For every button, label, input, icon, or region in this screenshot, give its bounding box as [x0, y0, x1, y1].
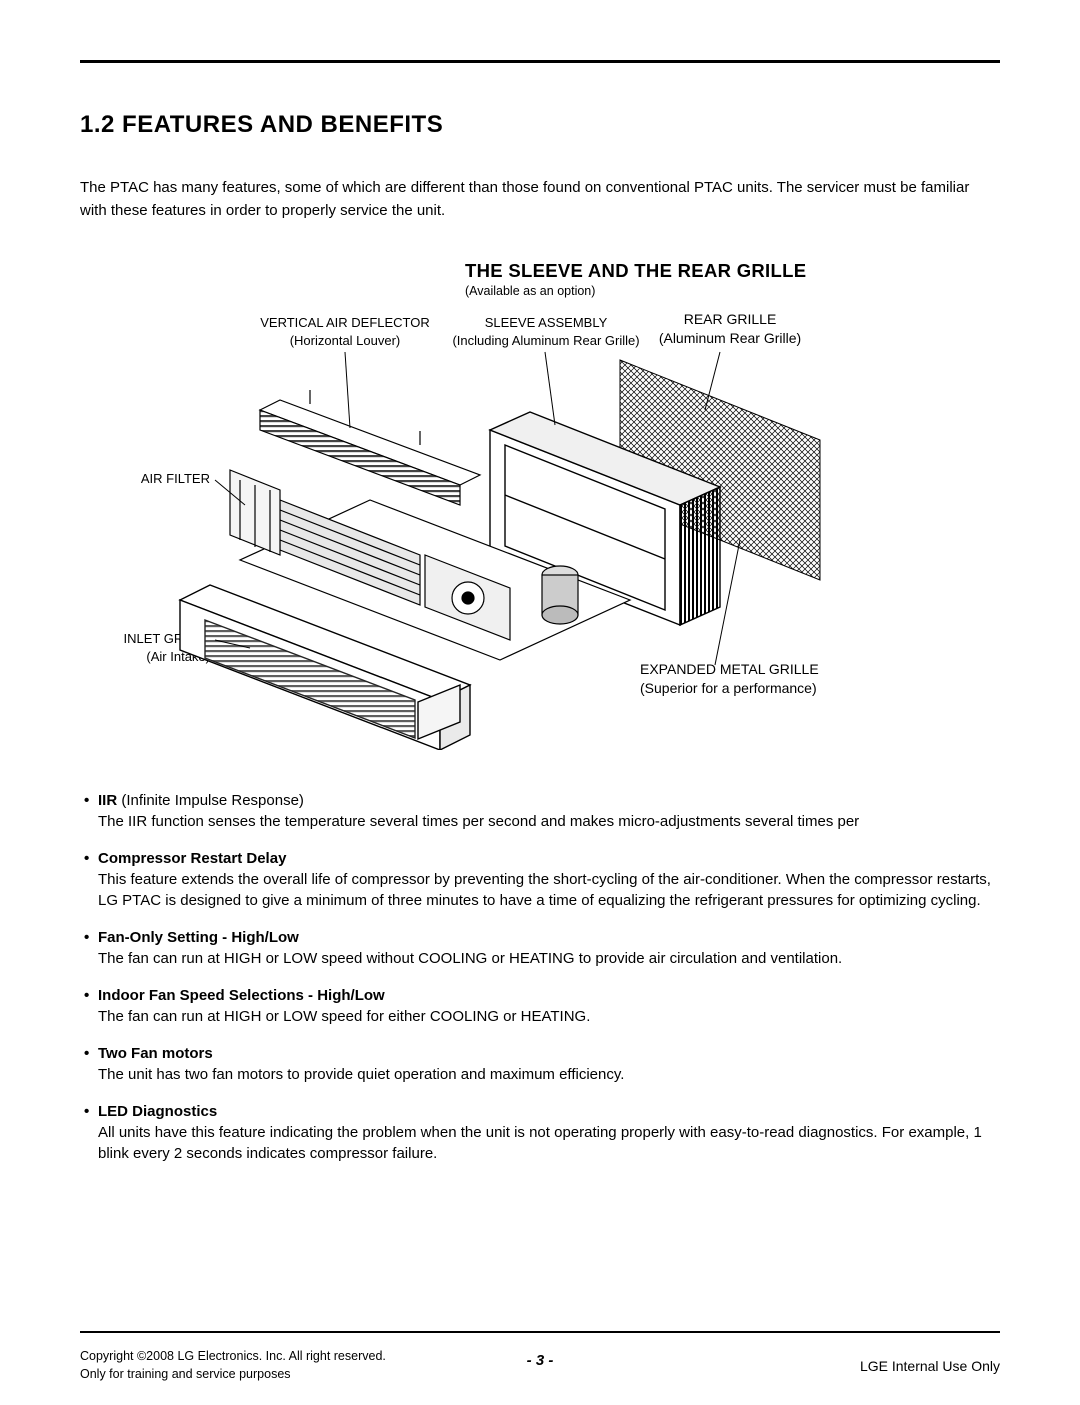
bullet-icon: • [84, 985, 89, 1006]
feature-head: Fan-Only Setting - High/Low [98, 929, 299, 946]
feature-head: IIR [98, 792, 117, 809]
label-vertical-air-deflector: VERTICAL AIR DEFLECTOR (Horizontal Louve… [250, 314, 440, 349]
label-title: VERTICAL AIR DEFLECTOR [250, 314, 440, 332]
bullet-icon: • [84, 1101, 89, 1122]
feature-desc: The fan can run at HIGH or LOW speed wit… [98, 948, 1000, 969]
feature-list: • IIR (Infinite Impulse Response) The II… [80, 790, 1000, 1164]
label-title: SLEEVE ASSEMBLY [431, 314, 661, 332]
feature-desc: The unit has two fan motors to provide q… [98, 1064, 1000, 1085]
footer-purpose: Only for training and service purposes [80, 1366, 386, 1384]
intro-text: The PTAC has many features, some of whic… [80, 177, 1000, 222]
footer-left: Copyright ©2008 LG Electronics. Inc. All… [80, 1348, 386, 1383]
feature-head: LED Diagnostics [98, 1103, 217, 1120]
feature-desc: All units have this feature indicating t… [98, 1122, 1000, 1164]
diagram: THE SLEEVE AND THE REAR GRILLE (Availabl… [80, 260, 1000, 770]
top-rule [80, 60, 1000, 63]
label-sub: (Including Aluminum Rear Grille) [431, 332, 661, 350]
bottom-rule [80, 1331, 1000, 1333]
diagram-title: THE SLEEVE AND THE REAR GRILLE [465, 260, 806, 282]
bullet-icon: • [84, 790, 89, 811]
feature-head-paren: (Infinite Impulse Response) [117, 792, 304, 809]
feature-item: • IIR (Infinite Impulse Response) The II… [80, 790, 1000, 832]
feature-item: • Two Fan motors The unit has two fan mo… [80, 1043, 1000, 1085]
footer-copyright: Copyright ©2008 LG Electronics. Inc. All… [80, 1348, 386, 1366]
feature-desc: The fan can run at HIGH or LOW speed for… [98, 1006, 1000, 1027]
feature-item: • Compressor Restart Delay This feature … [80, 848, 1000, 911]
label-title: REAR GRILLE [640, 310, 820, 329]
diagram-subtitle: (Available as an option) [465, 284, 595, 298]
feature-head: Indoor Fan Speed Selections - High/Low [98, 987, 385, 1004]
label-sub: (Horizontal Louver) [250, 332, 440, 350]
feature-head: Compressor Restart Delay [98, 850, 286, 867]
feature-desc: This feature extends the overall life of… [98, 869, 1000, 911]
feature-desc: The IIR function senses the temperature … [98, 811, 1000, 832]
label-rear-grille: REAR GRILLE (Aluminum Rear Grille) [640, 310, 820, 348]
label-sleeve-assembly: SLEEVE ASSEMBLY (Including Aluminum Rear… [431, 314, 661, 349]
label-sub: (Aluminum Rear Grille) [640, 329, 820, 348]
footer: Copyright ©2008 LG Electronics. Inc. All… [80, 1348, 1000, 1383]
section-title: 1.2 FEATURES AND BENEFITS [80, 111, 1000, 139]
footer-page-number: - 3 - [527, 1352, 554, 1369]
feature-head: Two Fan motors [98, 1045, 213, 1062]
bullet-icon: • [84, 1043, 89, 1064]
exploded-diagram [160, 350, 860, 750]
bullet-icon: • [84, 848, 89, 869]
bullet-icon: • [84, 927, 89, 948]
feature-item: • LED Diagnostics All units have this fe… [80, 1101, 1000, 1164]
footer-internal: LGE Internal Use Only [860, 1358, 1000, 1374]
feature-item: • Indoor Fan Speed Selections - High/Low… [80, 985, 1000, 1027]
feature-item: • Fan-Only Setting - High/Low The fan ca… [80, 927, 1000, 969]
